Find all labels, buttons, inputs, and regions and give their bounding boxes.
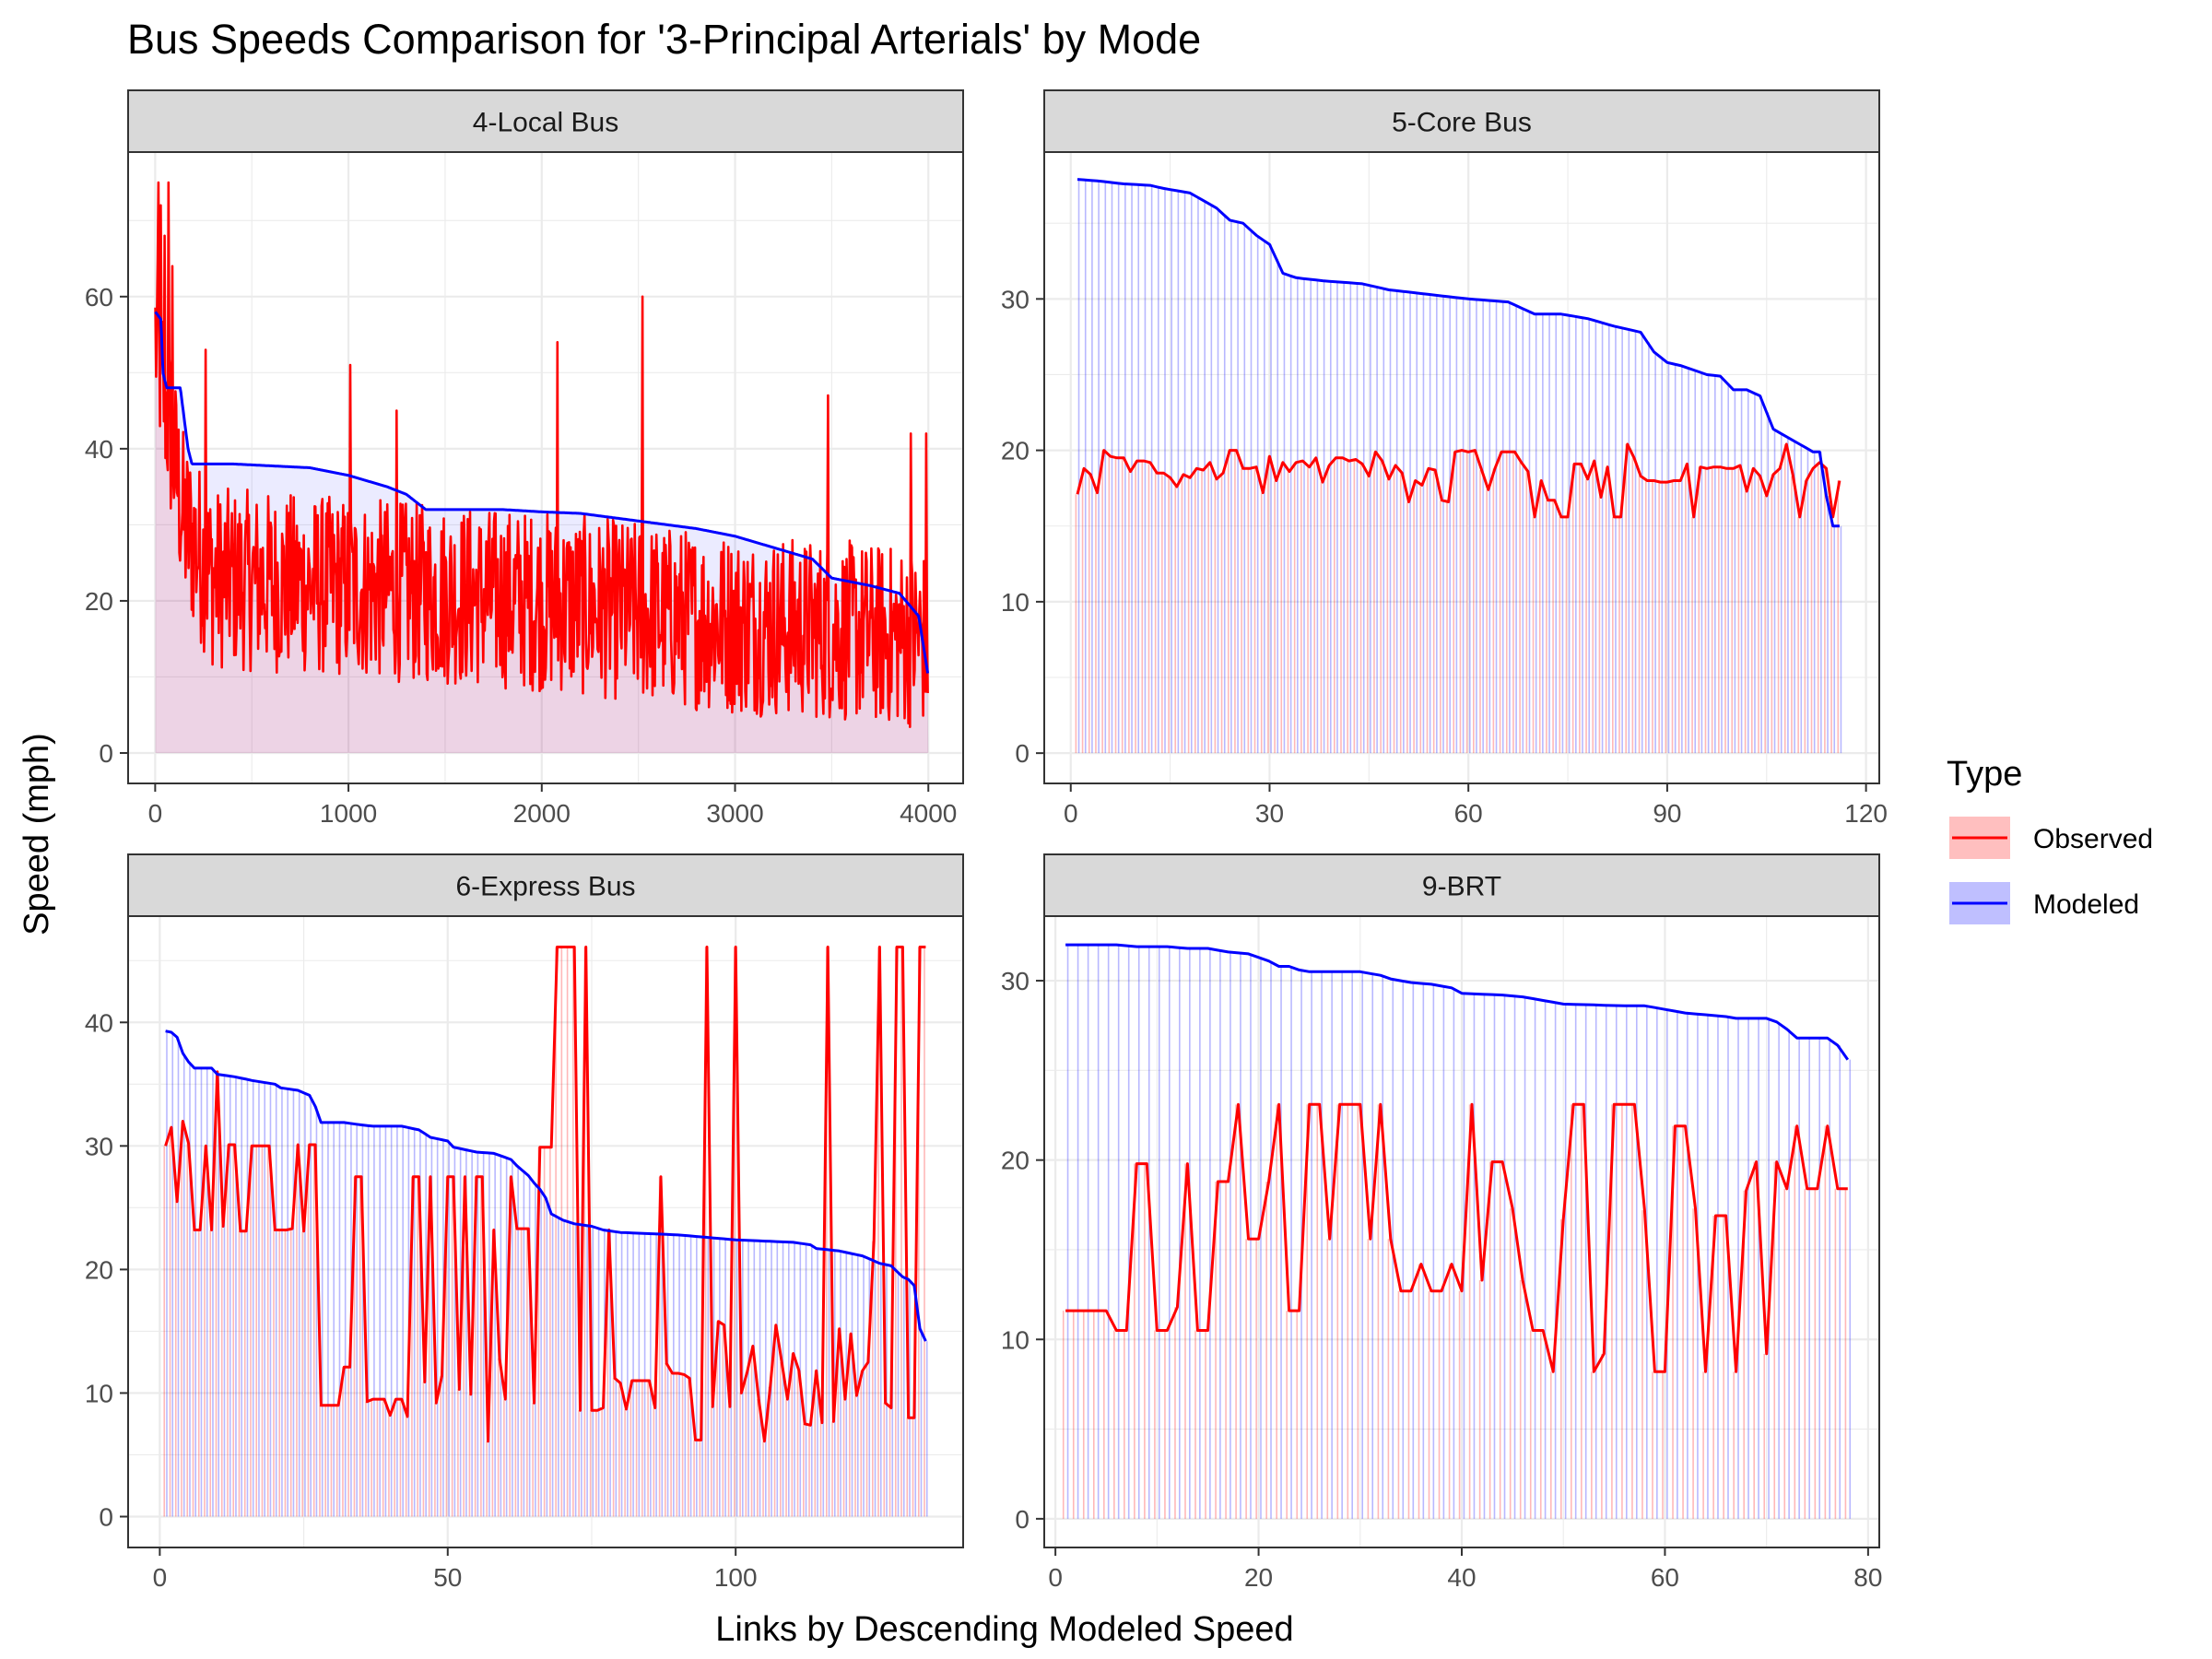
y-tick-label: 10 <box>85 1379 113 1407</box>
y-tick-label: 10 <box>1001 1325 1030 1354</box>
y-tick-label: 30 <box>1001 967 1030 995</box>
y-tick-label: 0 <box>1015 739 1030 768</box>
modeled-line <box>165 1030 927 1342</box>
x-tick-label: 60 <box>1651 1563 1679 1592</box>
axis-ticks: 0 50 100 0 10 20 30 40 <box>85 1008 758 1592</box>
y-tick-label: 30 <box>1001 285 1030 313</box>
x-tick-label: 3000 <box>706 799 763 828</box>
y-tick-label: 20 <box>85 1255 113 1284</box>
x-tick-label: 60 <box>1454 799 1483 828</box>
legend-item-observed: Observed <box>1949 817 2153 859</box>
link-bars <box>1075 179 1842 754</box>
link-bars <box>163 947 928 1517</box>
axis-ticks: 0 30 60 90 120 0 10 20 30 <box>1001 285 1888 828</box>
x-tick-label: 0 <box>1048 1563 1063 1592</box>
y-tick-label: 20 <box>1001 437 1030 465</box>
modeled-line <box>1065 943 1850 1061</box>
link-bars <box>1062 945 1852 1519</box>
panel-6-express-bus: 6-Express Bus 0 50 100 0 10 20 30 40 <box>85 853 964 1592</box>
x-tick-label: 4000 <box>900 799 957 828</box>
panel-5-core-bus: 5-Core Bus 0 30 60 90 120 0 10 20 30 <box>1001 89 1888 828</box>
chart-title: Bus Speeds Comparison for '3-Principal A… <box>127 16 1201 63</box>
panel-border <box>1043 151 1880 784</box>
facet-label-9-brt: 9-BRT <box>1422 872 1501 902</box>
legend-label-observed: Observed <box>2033 824 2153 854</box>
x-tick-label: 0 <box>153 1563 168 1592</box>
facet-strip <box>1043 89 1880 153</box>
x-tick-label: 0 <box>148 799 163 828</box>
observed-line <box>1065 1102 1848 1373</box>
x-tick-label: 50 <box>433 1563 462 1592</box>
modeled-line <box>1077 178 1840 528</box>
x-tick-label: 30 <box>1255 799 1284 828</box>
observed-line <box>164 946 926 1443</box>
facet-strip <box>127 89 964 153</box>
legend-item-modeled: Modeled <box>1949 882 2139 924</box>
facet-label-5-core-bus: 5-Core Bus <box>1392 108 1532 138</box>
x-tick-label: 100 <box>714 1563 758 1592</box>
x-tick-label: 2000 <box>513 799 571 828</box>
x-tick-label: 120 <box>1844 799 1888 828</box>
facet-strip <box>1043 853 1880 917</box>
modeled-line <box>154 311 930 674</box>
x-tick-label: 1000 <box>320 799 377 828</box>
x-tick-label: 40 <box>1447 1563 1476 1592</box>
x-axis-title: Links by Descending Modeled Speed <box>715 1610 1293 1649</box>
legend-label-modeled: Modeled <box>2033 889 2139 920</box>
facet-label-6-express-bus: 6-Express Bus <box>455 872 635 902</box>
y-tick-label: 20 <box>85 587 113 616</box>
panel-4-local-bus: 4-Local Bus 0 1000 2000 3000 4000 0 20 40 60 <box>85 89 964 828</box>
x-tick-label: 0 <box>1064 799 1078 828</box>
gridlines <box>1044 916 1879 1547</box>
gridlines <box>128 152 963 783</box>
y-axis-title: Speed (mph) <box>18 733 56 935</box>
y-tick-label: 30 <box>85 1132 113 1160</box>
y-tick-label: 40 <box>85 1008 113 1037</box>
panel-border <box>127 151 964 784</box>
x-tick-label: 80 <box>1853 1563 1882 1592</box>
y-tick-label: 0 <box>99 1502 113 1531</box>
observed-line <box>1076 442 1841 519</box>
axis-ticks: 0 20 40 60 80 0 10 20 30 <box>1001 967 1883 1592</box>
y-tick-label: 10 <box>1001 588 1030 617</box>
y-tick-label: 60 <box>85 283 113 312</box>
x-tick-label: 90 <box>1653 799 1681 828</box>
y-tick-label: 20 <box>1001 1147 1030 1175</box>
facet-label-4-local-bus: 4-Local Bus <box>473 108 618 138</box>
legend-title: Type <box>1947 755 2022 794</box>
panel-9-brt: 9-BRT 0 20 40 60 80 0 10 20 30 <box>1001 853 1883 1592</box>
panel-border <box>127 915 964 1548</box>
y-tick-label: 0 <box>99 739 113 768</box>
facet-strip <box>127 853 964 917</box>
axis-ticks: 0 1000 2000 3000 4000 0 20 40 60 <box>85 283 958 828</box>
legend: Type Observed Modeled <box>1947 755 2153 924</box>
y-tick-label: 0 <box>1015 1505 1030 1534</box>
observed-line <box>154 181 929 728</box>
x-tick-label: 20 <box>1244 1563 1273 1592</box>
y-tick-label: 40 <box>85 435 113 464</box>
